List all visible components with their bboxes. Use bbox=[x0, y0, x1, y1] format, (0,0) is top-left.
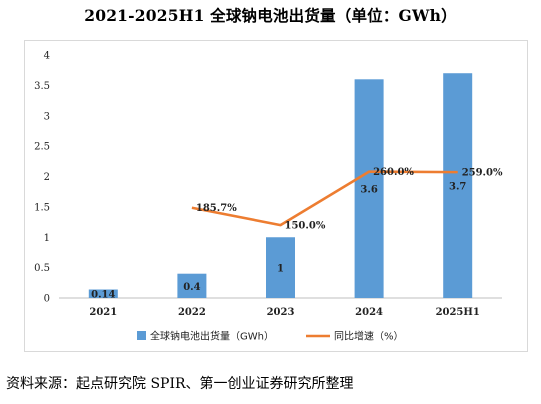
y-tick-label: 3.5 bbox=[34, 81, 50, 92]
growth-line bbox=[191, 170, 458, 227]
bar-data-label: 0.14 bbox=[91, 290, 115, 301]
legend-label-line: 同比增速（%） bbox=[334, 330, 404, 343]
y-tick-label: 0 bbox=[44, 294, 50, 305]
bar bbox=[177, 273, 207, 298]
legend-label-bar: 全球钠电池出货量（GWh） bbox=[150, 330, 274, 343]
line-data-label: 260.0% bbox=[373, 167, 414, 178]
y-tick-label: 4 bbox=[44, 51, 50, 62]
y-tick-label: 0.5 bbox=[34, 263, 50, 274]
bar-data-label: 0.4 bbox=[183, 282, 200, 293]
bar bbox=[266, 237, 295, 298]
page-title: 2021-2025H1 全球钠电池出货量（单位：GWh） bbox=[84, 6, 457, 25]
x-tick-label: 2023 bbox=[267, 307, 295, 318]
bar-data-label: 3.6 bbox=[360, 185, 377, 196]
chart-frame bbox=[24, 40, 528, 352]
line-data-label: 150.0% bbox=[285, 221, 326, 232]
x-tick-label: 2021 bbox=[89, 307, 117, 318]
y-tick-label: 1 bbox=[44, 233, 50, 244]
y-tick-label: 2 bbox=[44, 172, 50, 183]
y-tick-label: 3 bbox=[44, 111, 50, 122]
y-tick-label: 1.5 bbox=[34, 202, 50, 213]
source-note: 资料来源：起点研究院 SPIR、第一创业证券研究所整理 bbox=[6, 376, 354, 392]
bar bbox=[88, 289, 118, 298]
bar bbox=[354, 79, 384, 298]
bar-data-label: 1 bbox=[277, 264, 284, 275]
line-data-label: 185.7% bbox=[196, 203, 237, 214]
bar-data-label: 3.7 bbox=[449, 182, 466, 193]
x-tick-label: 2022 bbox=[178, 307, 206, 318]
x-tick-label: 2024 bbox=[355, 307, 383, 318]
line-data-label: 259.0% bbox=[462, 168, 503, 179]
legend-swatch-bar bbox=[137, 331, 146, 340]
bar bbox=[443, 73, 473, 298]
y-tick-label: 2.5 bbox=[34, 142, 50, 153]
x-tick-label: 2025H1 bbox=[436, 307, 480, 318]
